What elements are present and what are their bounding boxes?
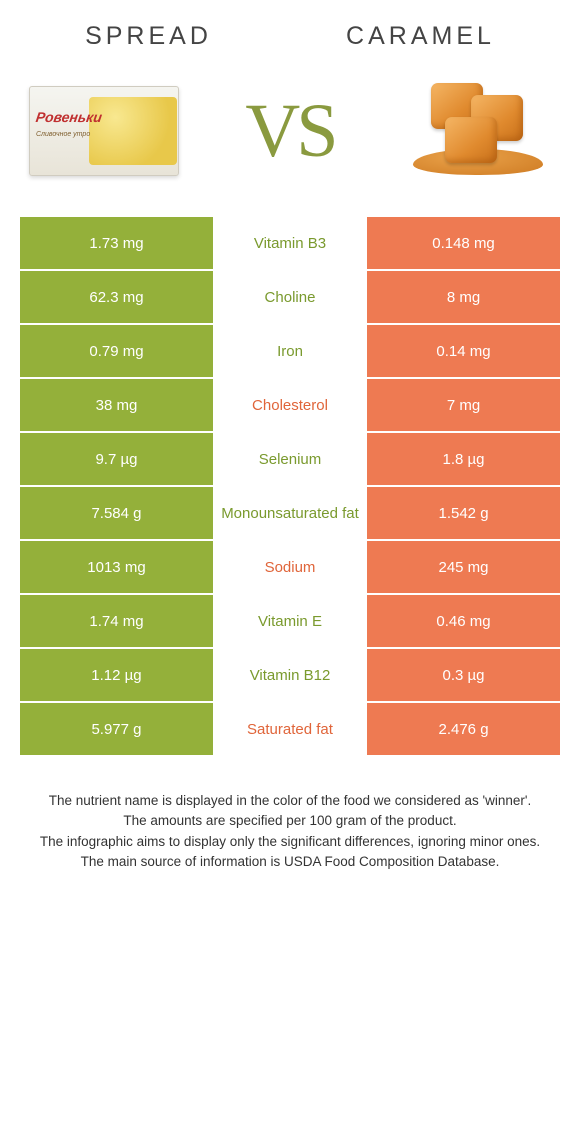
table-row: 0.79 mgIron0.14 mg: [20, 325, 560, 377]
value-left: 9.7 µg: [20, 433, 213, 485]
table-row: 38 mgCholesterol7 mg: [20, 379, 560, 431]
footer-line: The amounts are specified per 100 gram o…: [36, 811, 544, 831]
footer-notes: The nutrient name is displayed in the co…: [18, 757, 562, 872]
table-row: 5.977 gSaturated fat2.476 g: [20, 703, 560, 755]
vs-text: VS: [245, 88, 334, 175]
value-right: 1.542 g: [367, 487, 560, 539]
value-right: 245 mg: [367, 541, 560, 593]
spread-image: Ровеньки Сливочное утро: [24, 71, 184, 191]
caramel-image: [396, 71, 556, 191]
value-left: 1.74 mg: [20, 595, 213, 647]
value-right: 0.46 mg: [367, 595, 560, 647]
spread-brand: Ровеньки: [35, 109, 103, 125]
value-left: 0.79 mg: [20, 325, 213, 377]
value-left: 1.12 µg: [20, 649, 213, 701]
nutrient-label: Sodium: [215, 541, 365, 593]
table-row: 1.73 mgVitamin B30.148 mg: [20, 217, 560, 269]
value-right: 7 mg: [367, 379, 560, 431]
nutrient-label: Cholesterol: [215, 379, 365, 431]
spread-subtitle: Сливочное утро: [36, 131, 90, 138]
infographic-container: spread caramel Ровеньки Сливочное утро V…: [0, 0, 580, 884]
nutrient-label: Vitamin E: [215, 595, 365, 647]
table-row: 9.7 µgSelenium1.8 µg: [20, 433, 560, 485]
value-left: 1.73 mg: [20, 217, 213, 269]
value-right: 0.3 µg: [367, 649, 560, 701]
table-row: 1.12 µgVitamin B120.3 µg: [20, 649, 560, 701]
nutrient-label: Saturated fat: [215, 703, 365, 755]
value-right: 2.476 g: [367, 703, 560, 755]
nutrient-label: Vitamin B3: [215, 217, 365, 269]
header-left: spread: [85, 22, 212, 51]
value-right: 1.8 µg: [367, 433, 560, 485]
table-row: 7.584 gMonounsaturated fat1.542 g: [20, 487, 560, 539]
nutrient-label: Monounsaturated fat: [215, 487, 365, 539]
table-row: 1.74 mgVitamin E0.46 mg: [20, 595, 560, 647]
value-right: 8 mg: [367, 271, 560, 323]
table-row: 62.3 mgCholine8 mg: [20, 271, 560, 323]
footer-line: The main source of information is USDA F…: [36, 852, 544, 872]
value-left: 7.584 g: [20, 487, 213, 539]
value-right: 0.148 mg: [367, 217, 560, 269]
nutrient-label: Iron: [215, 325, 365, 377]
footer-line: The infographic aims to display only the…: [36, 832, 544, 852]
value-left: 62.3 mg: [20, 271, 213, 323]
value-left: 5.977 g: [20, 703, 213, 755]
header-right: caramel: [346, 22, 495, 51]
nutrient-table: 1.73 mgVitamin B30.148 mg62.3 mgCholine8…: [18, 215, 562, 757]
value-left: 1013 mg: [20, 541, 213, 593]
vs-row: Ровеньки Сливочное утро VS: [18, 71, 562, 215]
value-left: 38 mg: [20, 379, 213, 431]
nutrient-label: Selenium: [215, 433, 365, 485]
table-row: 1013 mgSodium245 mg: [20, 541, 560, 593]
nutrient-label: Vitamin B12: [215, 649, 365, 701]
header-row: spread caramel: [18, 12, 562, 71]
nutrient-label: Choline: [215, 271, 365, 323]
value-right: 0.14 mg: [367, 325, 560, 377]
footer-line: The nutrient name is displayed in the co…: [36, 791, 544, 811]
